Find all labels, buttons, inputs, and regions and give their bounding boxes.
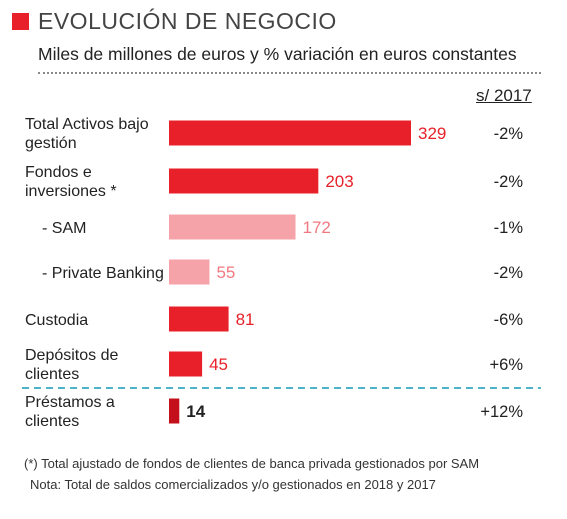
value-label-1: 203 [325, 172, 353, 191]
variation-label-0: -2% [494, 125, 524, 143]
footnote-note: Nota: Total de saldos comercializados y/… [30, 477, 436, 492]
variation-label-3: -2% [494, 264, 524, 282]
variation-label-5: +6% [490, 356, 524, 374]
category-label-2: - SAM [42, 220, 86, 237]
variation-column-header: s/ 2017 [476, 86, 532, 105]
dotted-divider [38, 72, 541, 74]
category-label-4: Custodia [25, 312, 88, 329]
bar-1 [169, 168, 319, 194]
bar-4 [169, 306, 229, 332]
bar-6 [169, 398, 180, 424]
variation-label-4: -6% [494, 311, 524, 329]
value-label-0: 329 [418, 124, 446, 143]
variation-label-2: -1% [494, 219, 524, 237]
bar-3 [169, 259, 210, 285]
bar-5 [169, 351, 203, 377]
category-label-0: Total Activos bajo gestión [25, 116, 149, 152]
bar-2 [169, 214, 296, 240]
value-label-6: 14 [186, 402, 205, 421]
value-label-5: 45 [209, 355, 228, 374]
variation-label-6: +12% [480, 403, 523, 421]
value-label-2: 172 [303, 218, 331, 237]
footnote-adjusted-funds: (*) Total ajustado de fondos de clientes… [24, 456, 480, 471]
variation-label-1: -2% [494, 173, 524, 191]
category-label-3: - Private Banking [42, 265, 164, 282]
value-label-3: 55 [216, 263, 235, 282]
bar-0 [169, 120, 411, 146]
category-label-1: Fondos e inversiones * [25, 164, 117, 200]
category-label-6: Préstamos a clientes [25, 394, 115, 430]
category-label-5: Depósitos de clientes [25, 347, 118, 383]
value-label-4: 81 [236, 310, 255, 329]
chart-title: EVOLUCIÓN DE NEGOCIO [38, 8, 337, 34]
chart-subtitle: Miles de millones de euros y % variación… [38, 44, 517, 64]
title-square-icon [12, 13, 29, 30]
